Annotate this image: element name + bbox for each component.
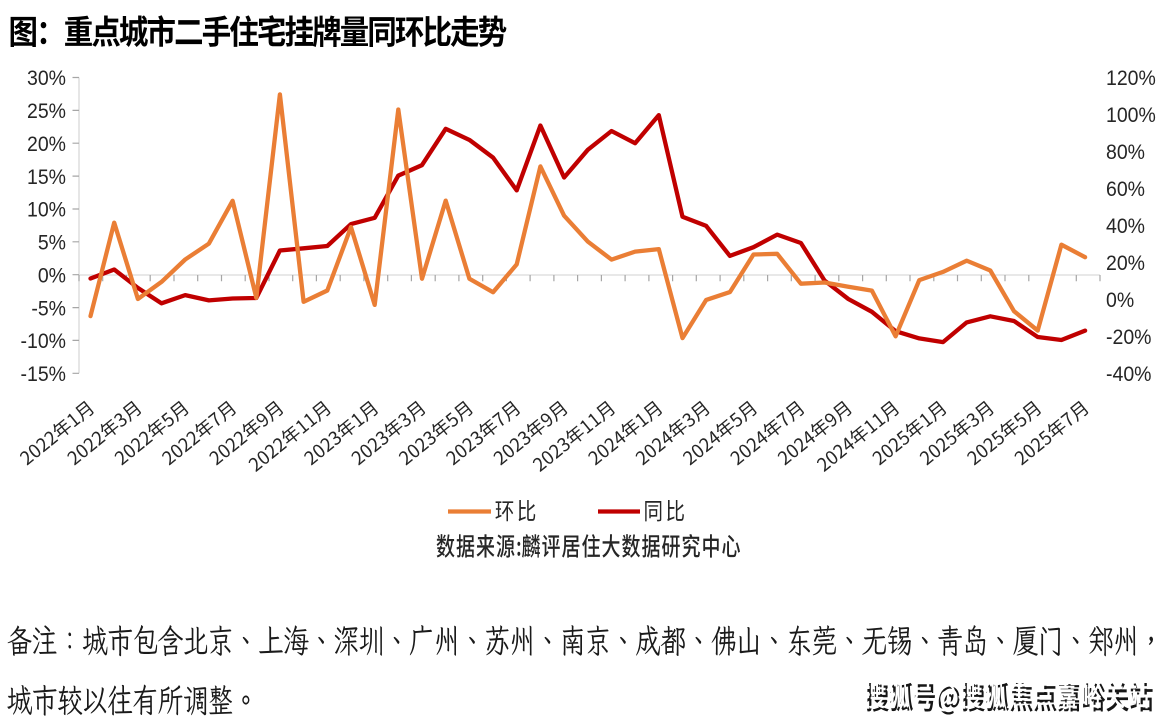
svg-text:-15%: -15% xyxy=(21,362,66,386)
svg-text:5%: 5% xyxy=(38,231,66,255)
svg-text:30%: 30% xyxy=(27,66,66,90)
svg-text:20%: 20% xyxy=(1106,251,1145,275)
svg-text:40%: 40% xyxy=(1106,214,1145,238)
svg-text:120%: 120% xyxy=(1106,66,1156,90)
svg-text:15%: 15% xyxy=(27,165,66,189)
svg-text:-5%: -5% xyxy=(31,296,66,320)
svg-text:20%: 20% xyxy=(27,132,66,156)
svg-text:10%: 10% xyxy=(27,198,66,222)
svg-text:-40%: -40% xyxy=(1106,362,1151,386)
svg-text:0%: 0% xyxy=(38,264,66,288)
svg-text:60%: 60% xyxy=(1106,177,1145,201)
svg-text:0%: 0% xyxy=(1106,288,1134,312)
svg-text:-20%: -20% xyxy=(1106,325,1151,349)
svg-text:25%: 25% xyxy=(27,99,66,123)
svg-text:80%: 80% xyxy=(1106,140,1145,164)
svg-text:100%: 100% xyxy=(1106,103,1156,127)
svg-text:-10%: -10% xyxy=(21,329,66,353)
